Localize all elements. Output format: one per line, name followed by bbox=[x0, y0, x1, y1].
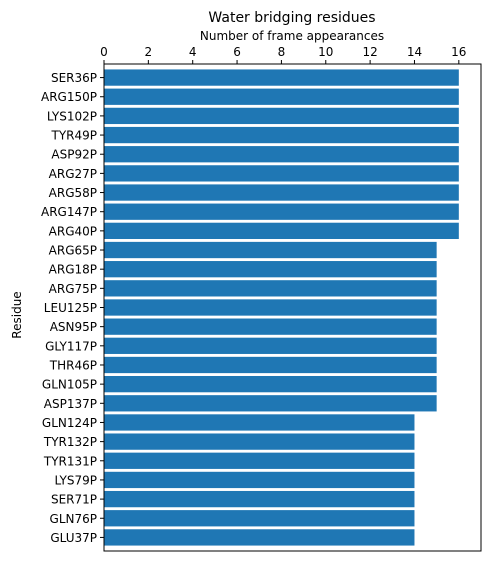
y-tick-label: GLN124P bbox=[42, 416, 97, 430]
bar-gln105p bbox=[104, 375, 437, 393]
x-tick-label: 6 bbox=[233, 45, 241, 59]
chart-title: Water bridging residues bbox=[208, 10, 375, 26]
x-tick-label: 0 bbox=[100, 45, 108, 59]
bar-asn95p bbox=[104, 318, 437, 335]
y-tick-label: LYS102P bbox=[47, 109, 97, 123]
bar-tyr131p bbox=[104, 452, 415, 469]
y-tick-label: ARG27P bbox=[49, 167, 97, 181]
x-tick-label: 4 bbox=[189, 45, 197, 59]
y-tick-label: GLN105P bbox=[42, 378, 97, 392]
bar-leu125p bbox=[104, 299, 437, 316]
bar-arg65p bbox=[104, 241, 437, 259]
bars-group bbox=[104, 69, 459, 546]
bar-gln124p bbox=[104, 414, 415, 431]
y-tick-label: TYR132P bbox=[43, 435, 97, 449]
y-axis-label: Residue bbox=[10, 291, 24, 338]
bar-lys79p bbox=[104, 471, 415, 489]
y-tick-group: SER36P ARG150P LYS102P TYR49P ASP92P ARG27P AR… bbox=[41, 71, 104, 545]
bar-gln76p bbox=[104, 510, 415, 527]
bar-gly117p bbox=[104, 337, 437, 354]
y-tick-label: ASN95P bbox=[50, 320, 97, 334]
y-tick-label: THR46P bbox=[49, 358, 97, 372]
bar-asp92p bbox=[104, 146, 459, 163]
bar-arg40p bbox=[104, 222, 459, 240]
bar-arg27p bbox=[104, 165, 459, 182]
x-tick-label: 10 bbox=[318, 45, 333, 59]
x-tick-label: 12 bbox=[362, 45, 377, 59]
y-tick-label: SER36P bbox=[51, 71, 97, 85]
bar-arg75p bbox=[104, 280, 437, 297]
y-tick-label: ASP137P bbox=[44, 397, 97, 411]
y-tick-label: ARG75P bbox=[49, 282, 97, 296]
y-tick-label: ARG65P bbox=[49, 244, 97, 258]
bar-tyr49p bbox=[104, 126, 459, 144]
x-tick-label: 16 bbox=[451, 45, 466, 59]
y-tick-label: SER71P bbox=[51, 493, 97, 507]
y-tick-label: ARG150P bbox=[41, 90, 97, 104]
y-tick-label: ASP92P bbox=[51, 148, 97, 162]
y-tick-label: TYR131P bbox=[43, 454, 97, 468]
bar-arg58p bbox=[104, 184, 459, 201]
bar-ser36p bbox=[104, 69, 459, 86]
bar-lys102p bbox=[104, 107, 459, 125]
y-tick-label: LEU125P bbox=[44, 301, 97, 315]
bar-tyr132p bbox=[104, 433, 415, 450]
bar-thr46p bbox=[104, 356, 437, 374]
x-tick-label: 2 bbox=[145, 45, 153, 59]
bar-arg18p bbox=[104, 261, 437, 278]
y-tick-label: GLY117P bbox=[45, 339, 97, 353]
x-tick-label: 14 bbox=[407, 45, 422, 59]
bar-asp137p bbox=[104, 395, 437, 412]
y-tick-label: GLU37P bbox=[50, 531, 97, 545]
x-tick-label: 8 bbox=[278, 45, 286, 59]
x-tick-group: 0 2 4 6 8 10 12 14 16 bbox=[100, 45, 466, 64]
y-tick-label: GLN76P bbox=[50, 512, 97, 526]
bar-arg150p bbox=[104, 88, 459, 105]
y-tick-label: LYS79P bbox=[54, 473, 97, 487]
bar-ser71p bbox=[104, 490, 415, 508]
bar-arg147p bbox=[104, 203, 459, 220]
plot-frame bbox=[103, 63, 482, 552]
x-axis-label: Number of frame appearances bbox=[200, 29, 384, 43]
y-tick-label: ARG18P bbox=[49, 263, 97, 277]
y-tick-label: ARG40P bbox=[49, 224, 97, 238]
y-tick-label: ARG58P bbox=[49, 186, 97, 200]
y-tick-label: TYR49P bbox=[50, 129, 97, 143]
y-tick-label: ARG147P bbox=[41, 205, 97, 219]
bar-glu37p bbox=[104, 529, 415, 546]
